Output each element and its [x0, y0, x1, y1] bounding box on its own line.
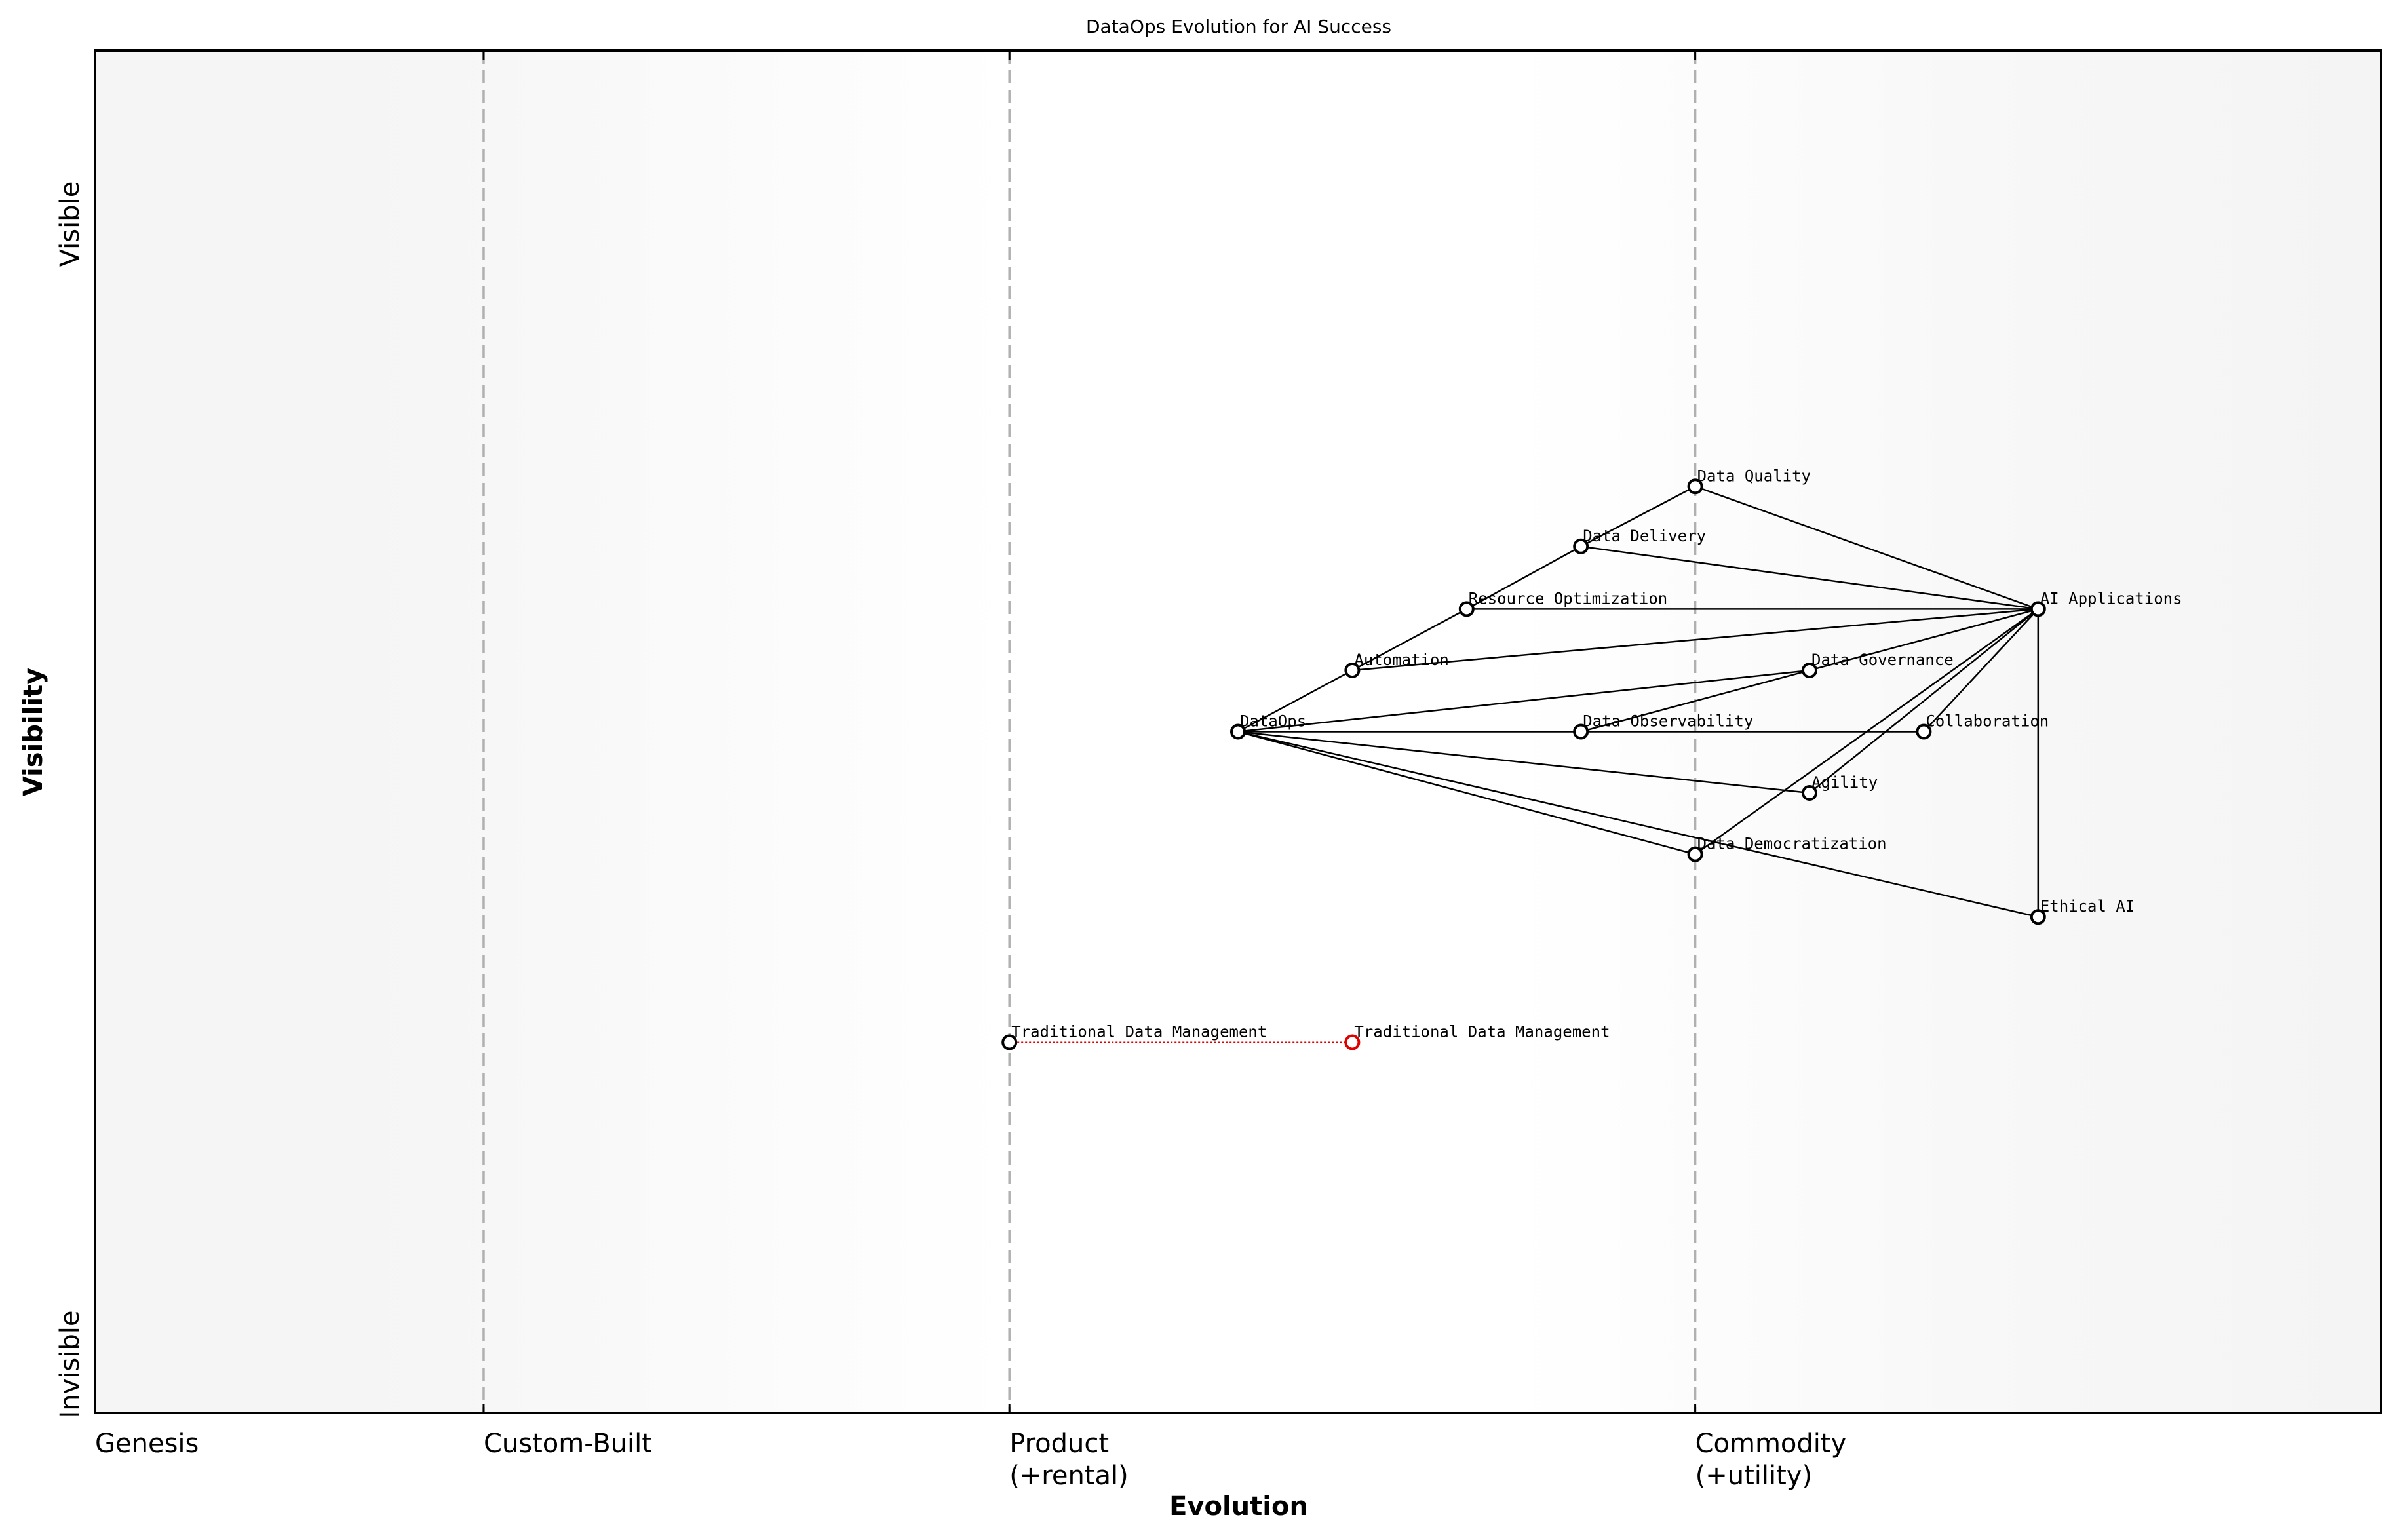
plot-frame: [94, 49, 2382, 1414]
component-data-delivery[interactable]: Data Delivery: [1573, 527, 1706, 554]
y-top-label: Visible: [55, 182, 85, 267]
stage-label-genesis: Genesis: [95, 1429, 199, 1459]
component-resource-optimization[interactable]: Resource Optimization: [1458, 589, 1667, 617]
node-marker[interactable]: [1001, 1034, 1018, 1050]
link-dataops-to-data-governance: [1237, 669, 1810, 733]
link-dataops-to-data-democratization: [1237, 731, 1695, 855]
node-label: Data Democratization: [1697, 835, 1887, 853]
stage-labels: Genesis Custom-Built Product(+rental) Commo…: [95, 50, 1846, 1491]
link-data-observability-to-data-governance: [1580, 669, 1810, 733]
node-marker[interactable]: [2030, 909, 2046, 925]
stage-sublabel-commodity: (+utility): [1695, 1461, 1812, 1491]
node-marker[interactable]: [1344, 662, 1361, 678]
link-collaboration-to-ai-applications: [1923, 608, 2039, 733]
component-dataops[interactable]: DataOps: [1230, 712, 1306, 740]
link-agility-to-ai-applications: [1809, 608, 2039, 794]
evolved-node-label: Traditional Data Management: [1354, 1023, 1610, 1041]
link-resource-optimization-to-data-delivery: [1466, 545, 1581, 610]
component-data-quality[interactable]: Data Quality: [1687, 467, 1811, 495]
node-marker[interactable]: [1573, 538, 1589, 554]
stage-sublabel-product: (+rental): [1009, 1461, 1129, 1491]
link-data-quality-to-ai-applications: [1695, 486, 2039, 610]
node-label: Ethical AI: [2040, 897, 2135, 915]
link-data-governance-to-ai-applications: [1809, 608, 2039, 672]
y-axis-label: Visibility: [18, 668, 48, 796]
node-label: Data Governance: [1811, 651, 1954, 669]
node-marker[interactable]: [1802, 785, 1817, 801]
stage-label-custom-built: Custom-Built: [484, 1429, 652, 1459]
component-traditional-data-management[interactable]: Traditional Data Management: [1001, 1023, 1267, 1050]
component-ai-applications[interactable]: AI Applications: [2030, 589, 2182, 617]
node-marker[interactable]: [1687, 846, 1703, 862]
node-marker[interactable]: [1802, 662, 1817, 678]
node-label: Data Quality: [1697, 467, 1811, 485]
link-automation-to-ai-applications: [1352, 608, 2038, 672]
component-data-observability[interactable]: Data Observability: [1573, 712, 1753, 740]
node-label: Agility: [1811, 773, 1878, 792]
links: [1237, 486, 2040, 918]
stage-label-product: Product: [1009, 1429, 1109, 1459]
stage-label-commodity: Commodity: [1695, 1429, 1847, 1459]
component-agility[interactable]: Agility: [1802, 773, 1878, 801]
y-bottom-label: Invisible: [55, 1311, 85, 1419]
node-label: Collaboration: [1926, 712, 2049, 731]
node-label: Data Delivery: [1583, 527, 1706, 545]
node-label: Automation: [1354, 651, 1449, 669]
components: Traditional Data Management AI Applicatio…: [1001, 467, 2182, 1050]
node-marker[interactable]: [1458, 601, 1475, 617]
node-marker[interactable]: [1916, 723, 1932, 740]
evolved-node-marker[interactable]: [1344, 1034, 1361, 1050]
link-dataops-to-automation: [1237, 669, 1353, 733]
link-data-democratization-to-ai-applications: [1694, 608, 2039, 855]
component-data-democratization[interactable]: Data Democratization: [1687, 835, 1887, 862]
x-axis-label: Evolution: [1169, 1492, 1308, 1522]
link-data-delivery-to-ai-applications: [1581, 545, 2038, 610]
component-collaboration[interactable]: Collaboration: [1916, 712, 2049, 740]
node-marker[interactable]: [1230, 723, 1246, 740]
link-data-delivery-to-data-quality: [1580, 486, 1696, 547]
node-label: Resource Optimization: [1469, 589, 1667, 607]
link-automation-to-resource-optimization: [1351, 608, 1467, 672]
link-dataops-to-ethical-ai: [1237, 731, 2039, 918]
component-ethical-ai[interactable]: Ethical AI: [2030, 897, 2135, 925]
node-label: Data Observability: [1583, 712, 1753, 731]
component-automation[interactable]: Automation: [1344, 651, 1449, 678]
node-label: AI Applications: [2040, 589, 2182, 607]
node-marker[interactable]: [1573, 723, 1589, 740]
node-label: DataOps: [1240, 712, 1306, 731]
node-marker[interactable]: [1687, 478, 1703, 495]
chart-title: DataOps Evolution for AI Success: [1086, 16, 1391, 37]
component-data-governance[interactable]: Data Governance: [1802, 651, 1954, 678]
node-label: Traditional Data Management: [1011, 1023, 1267, 1041]
node-marker[interactable]: [2030, 601, 2046, 617]
link-dataops-to-agility: [1237, 731, 1810, 794]
evolved-component-traditional-data-management[interactable]: Traditional Data Management: [1344, 1023, 1610, 1050]
